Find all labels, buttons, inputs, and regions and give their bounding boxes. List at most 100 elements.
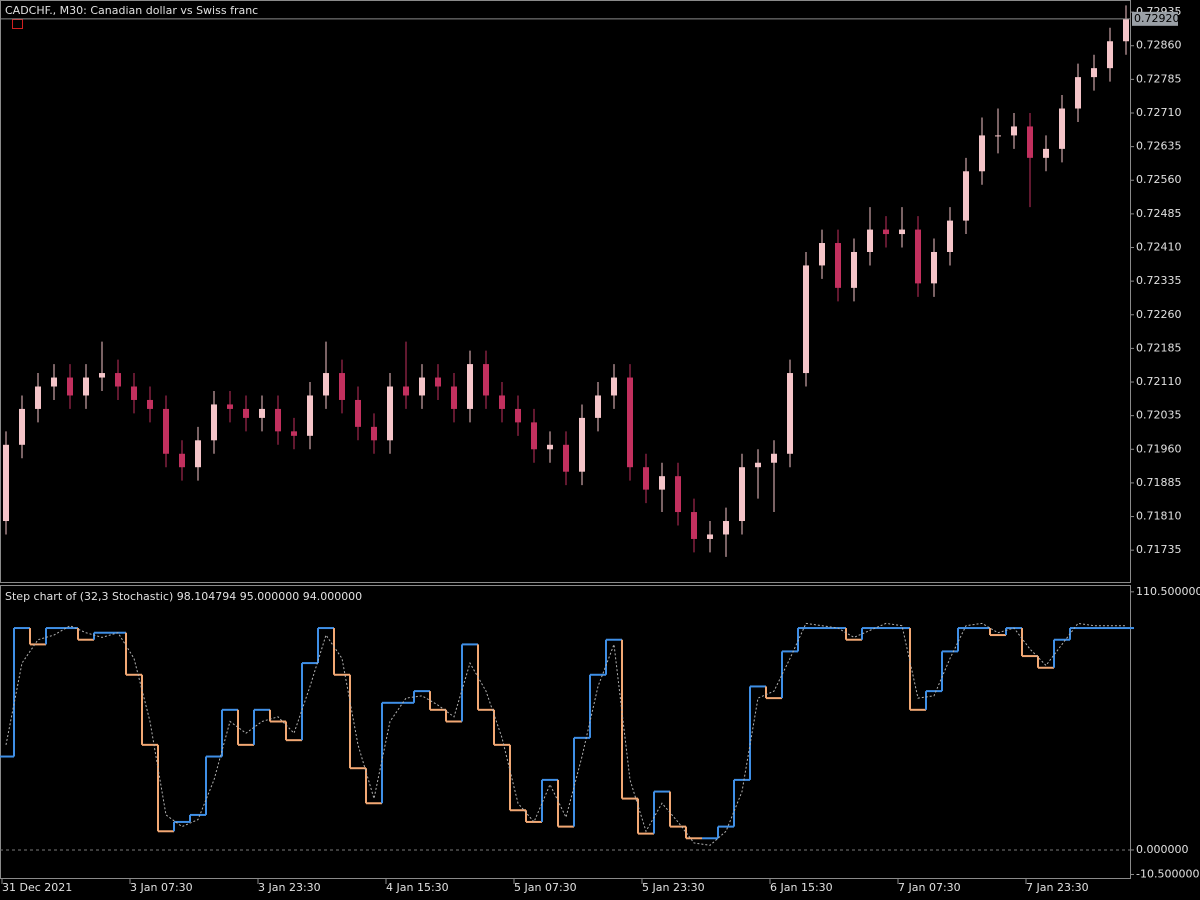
x-tick-label: 6 Jan 15:30 xyxy=(770,881,833,894)
candle-body xyxy=(787,373,793,454)
candle-body xyxy=(147,399,153,409)
candle-body xyxy=(611,377,617,396)
candle-body xyxy=(243,408,249,418)
indicator-title: Step chart of (32,3 Stochastic) 98.10479… xyxy=(5,590,362,603)
x-tick-label: 7 Jan 07:30 xyxy=(898,881,961,894)
y-tick-label: 0.72785 xyxy=(1136,72,1182,85)
y-tick-label: 0.72335 xyxy=(1136,274,1182,287)
one-click-icon[interactable] xyxy=(12,19,23,29)
candle-body xyxy=(1011,126,1017,136)
candle-body xyxy=(803,265,809,374)
candle-body xyxy=(67,377,73,396)
candle-body xyxy=(979,135,985,172)
y-tick-label: 0.72560 xyxy=(1136,173,1182,186)
candle-body xyxy=(723,521,729,535)
y-tick-label: 0.72110 xyxy=(1136,375,1182,388)
candle-body xyxy=(1059,108,1065,149)
candle-body xyxy=(163,408,169,454)
candle-body xyxy=(931,251,937,284)
candle-body xyxy=(323,373,329,396)
candle-body xyxy=(3,444,9,522)
x-tick-label: 5 Jan 07:30 xyxy=(514,881,577,894)
candle-body xyxy=(739,467,745,522)
x-tick-label: 3 Jan 07:30 xyxy=(130,881,193,894)
y-tick-label: 0.000000 xyxy=(1136,843,1189,856)
candle-body xyxy=(227,404,233,409)
candle-body xyxy=(595,395,601,418)
candle-body xyxy=(435,377,441,387)
x-tick-label: 4 Jan 15:30 xyxy=(386,881,449,894)
x-tick-label: 7 Jan 23:30 xyxy=(1026,881,1089,894)
candle-body xyxy=(563,444,569,472)
y-tick-label: -10.500000 xyxy=(1136,867,1199,880)
candle-body xyxy=(291,431,297,436)
candle-body xyxy=(867,229,873,252)
candle-body xyxy=(355,399,361,427)
y-tick-label: 0.71960 xyxy=(1136,442,1182,455)
candle-body xyxy=(403,386,409,396)
candle-body xyxy=(371,426,377,441)
current-price-box xyxy=(1132,11,1178,26)
candle-body xyxy=(1123,18,1129,42)
y-tick-label: 0.71735 xyxy=(1136,543,1182,556)
candle-body xyxy=(467,364,473,409)
candle-body xyxy=(259,408,265,418)
candle-body xyxy=(995,135,1001,137)
x-tick-label: 3 Jan 23:30 xyxy=(258,881,321,894)
candle-body xyxy=(195,440,201,468)
y-tick-label: 0.71810 xyxy=(1136,510,1182,523)
candle-body xyxy=(771,453,777,463)
candle-body xyxy=(419,377,425,396)
indicator-panel-border xyxy=(0,585,1131,879)
candle-body xyxy=(131,386,137,400)
candle-body xyxy=(515,408,521,423)
candle-body xyxy=(451,386,457,409)
candle-body xyxy=(915,229,921,284)
candle-body xyxy=(51,377,57,387)
y-tick-label: 0.72860 xyxy=(1136,39,1182,52)
y-tick-label: 0.72185 xyxy=(1136,341,1182,354)
y-tick-label: 0.72485 xyxy=(1136,207,1182,220)
candle-body xyxy=(899,229,905,235)
candle-body xyxy=(963,171,969,221)
candle-body xyxy=(1043,148,1049,158)
signal-line xyxy=(5,622,1126,846)
candle-body xyxy=(307,395,313,436)
candle-body xyxy=(19,408,25,445)
candle-body xyxy=(35,386,41,409)
candle-body xyxy=(1091,68,1097,78)
price-panel-border xyxy=(0,0,1131,583)
candle-body xyxy=(659,476,665,490)
y-tick-label: 0.72710 xyxy=(1136,106,1182,119)
y-tick-label: 0.71885 xyxy=(1136,476,1182,489)
candle-body xyxy=(387,386,393,441)
y-tick-label: 110.500000 xyxy=(1136,585,1200,598)
candle-body xyxy=(819,243,825,266)
candle-body xyxy=(1107,41,1113,69)
candle-body xyxy=(947,220,953,252)
x-tick-label: 5 Jan 23:30 xyxy=(642,881,705,894)
candle-body xyxy=(499,395,505,409)
candle-body xyxy=(643,467,649,490)
candle-body xyxy=(1075,77,1081,109)
candle-body xyxy=(83,377,89,396)
candle-body xyxy=(579,417,585,472)
symbol-title: CADCHF., M30: Canadian dollar vs Swiss f… xyxy=(5,4,258,17)
candle-body xyxy=(883,229,889,235)
candle-body xyxy=(483,364,489,396)
candle-body xyxy=(755,462,761,468)
candle-body xyxy=(707,534,713,539)
y-tick-label: 0.72260 xyxy=(1136,308,1182,321)
candle-body xyxy=(179,453,185,468)
candle-body xyxy=(675,476,681,513)
candle-body xyxy=(691,512,697,539)
candle-body xyxy=(115,373,121,387)
candle-body xyxy=(275,408,281,432)
current-price-label: 0.72920 xyxy=(1134,12,1180,25)
y-tick-label: 0.72035 xyxy=(1136,409,1182,422)
candle-body xyxy=(339,373,345,400)
candle-body xyxy=(531,422,537,450)
candle-body xyxy=(835,243,841,288)
